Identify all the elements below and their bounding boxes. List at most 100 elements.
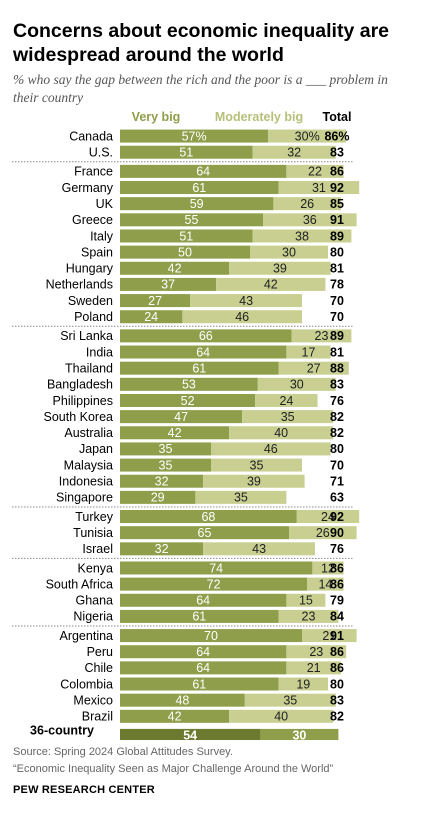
- very-big-value: 42: [168, 710, 182, 724]
- very-big-value: 35: [159, 442, 173, 456]
- very-big-value: 48: [175, 693, 189, 707]
- very-big-bar: [120, 542, 204, 556]
- very-big-value: 59: [190, 197, 204, 211]
- moderately-big-value: 21: [322, 629, 336, 643]
- total-value: 80: [330, 245, 344, 259]
- very-big-value: 53: [182, 378, 196, 392]
- moderately-big-bar: [211, 442, 331, 456]
- moderately-big-bar: [229, 261, 331, 275]
- median-very-big-bar: [120, 728, 261, 740]
- median-label-line2: median: [40, 738, 84, 740]
- very-big-value: 35: [159, 458, 173, 472]
- very-big-bar: [120, 490, 196, 504]
- total-value: 92: [330, 181, 344, 195]
- moderately-big-bar: [286, 593, 326, 607]
- moderately-big-value: 43: [252, 542, 266, 556]
- very-big-value: 64: [196, 661, 210, 675]
- moderately-big-value: 46: [264, 442, 278, 456]
- very-big-bar: [120, 410, 243, 424]
- legend-total: Total: [323, 110, 352, 124]
- moderately-big-bar: [278, 361, 349, 375]
- country-label: Italy: [90, 229, 114, 243]
- moderately-big-value: 38: [295, 229, 309, 243]
- moderately-big-bar: [268, 129, 347, 143]
- very-big-bar: [120, 377, 258, 391]
- very-big-value: 57%: [182, 129, 207, 143]
- very-big-value: 72: [207, 577, 221, 591]
- total-value: 82: [330, 710, 344, 724]
- total-value: 92: [330, 510, 344, 524]
- very-big-value: 50: [178, 245, 192, 259]
- country-label: Sweden: [68, 294, 113, 308]
- country-label: Israel: [82, 542, 113, 556]
- moderately-big-value: 22: [308, 165, 322, 179]
- country-label: Sri Lanka: [60, 329, 113, 343]
- moderately-big-value: 32: [287, 146, 301, 160]
- very-big-value: 47: [174, 410, 188, 424]
- moderately-big-bar: [286, 345, 331, 359]
- very-big-value: 61: [192, 677, 206, 691]
- moderately-big-value: 30: [290, 378, 304, 392]
- moderately-big-value: 39: [247, 475, 261, 489]
- very-big-value: 64: [196, 594, 210, 608]
- moderately-big-bar: [278, 677, 328, 691]
- very-big-bar: [120, 693, 245, 707]
- country-label: Turkey: [75, 510, 113, 524]
- moderately-big-value: 46: [235, 310, 249, 324]
- country-label: South Africa: [46, 577, 113, 591]
- country-label: Netherlands: [46, 278, 113, 292]
- very-big-bar: [120, 593, 287, 607]
- total-value: 86: [330, 561, 344, 575]
- very-big-bar: [120, 577, 308, 591]
- moderately-big-bar: [278, 609, 339, 623]
- moderately-big-value: 15: [299, 594, 313, 608]
- legend-moderately-big: Moderately big: [215, 110, 303, 124]
- moderately-big-value: 19: [296, 677, 310, 691]
- total-value: 70: [330, 294, 344, 308]
- moderately-big-bar: [229, 709, 334, 723]
- moderately-big-bar: [257, 377, 336, 391]
- very-big-bar: [120, 442, 211, 456]
- country-label: UK: [96, 197, 114, 211]
- very-big-value: 61: [192, 361, 206, 375]
- country-label: Chile: [85, 661, 114, 675]
- country-label: Germany: [62, 181, 114, 195]
- moderately-big-bar: [296, 510, 360, 524]
- very-big-value: 52: [181, 394, 195, 408]
- country-label: Nigeria: [73, 610, 113, 624]
- total-value: 86%: [324, 129, 349, 143]
- moderately-big-bar: [278, 181, 360, 195]
- total-value: 83: [330, 693, 344, 707]
- moderately-big-bar: [190, 294, 302, 308]
- country-label: Singapore: [56, 491, 113, 505]
- very-big-value: 55: [185, 213, 199, 227]
- country-label: Peru: [87, 645, 113, 659]
- total-value: 82: [330, 410, 344, 424]
- very-big-value: 64: [196, 165, 210, 179]
- very-big-bar: [120, 609, 279, 623]
- very-big-bar: [120, 310, 183, 324]
- total-value: 71: [330, 475, 344, 489]
- source-note: Source: Spring 2024 Global Attitudes Sur…: [13, 746, 233, 758]
- total-value: 83: [330, 146, 344, 160]
- chart-title: Concerns about economic inequality are w…: [13, 20, 390, 66]
- very-big-value: 32: [155, 542, 169, 556]
- moderately-big-value: 27: [307, 361, 321, 375]
- very-big-bar: [120, 510, 297, 524]
- moderately-big-bar: [203, 474, 305, 488]
- country-label: Malaysia: [64, 458, 113, 472]
- very-big-bar: [120, 277, 217, 291]
- moderately-big-value: 23: [315, 329, 329, 343]
- moderately-big-bar: [242, 410, 334, 424]
- country-label: Hungary: [66, 262, 114, 276]
- very-big-bar: [120, 181, 279, 195]
- moderately-big-value: 35: [283, 693, 297, 707]
- very-big-bar: [120, 561, 313, 575]
- total-value: 81: [330, 345, 344, 359]
- very-big-bar: [120, 677, 279, 691]
- moderately-big-bar: [229, 426, 334, 440]
- moderately-big-value: 40: [274, 426, 288, 440]
- very-big-value: 51: [179, 146, 193, 160]
- very-big-value: 65: [198, 526, 212, 540]
- chart-subtitle: % who say the gap between the rich and t…: [13, 72, 388, 105]
